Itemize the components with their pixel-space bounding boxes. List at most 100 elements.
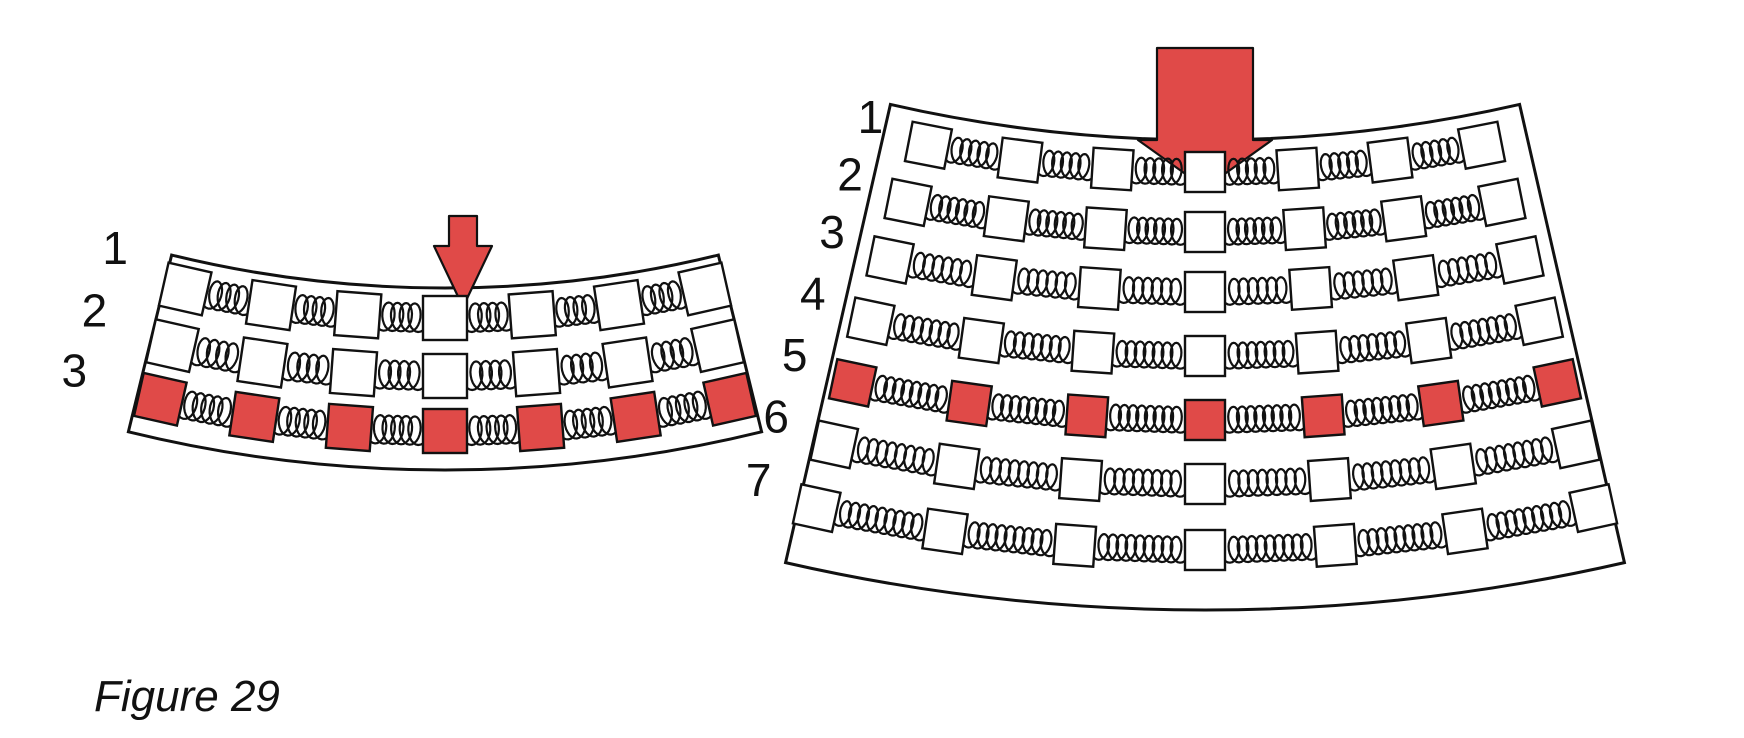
block-highlighted: [515, 402, 566, 453]
row-label-2: 2: [837, 148, 863, 200]
block: [1568, 482, 1619, 534]
block: [970, 253, 1019, 302]
block: [1476, 177, 1527, 228]
block-highlighted: [945, 379, 994, 428]
spring-coil: [554, 404, 621, 441]
spring-coil: [1113, 275, 1192, 306]
block-row-2: [144, 317, 746, 400]
block: [1494, 234, 1545, 285]
spring-coil: [199, 278, 258, 317]
block: [677, 261, 733, 317]
spring-coil: [1428, 250, 1507, 289]
block-row-2: [883, 177, 1527, 254]
block: [932, 442, 981, 491]
spring-coil: [830, 498, 933, 542]
block-highlighted: [1416, 379, 1465, 428]
block-highlighted: [609, 390, 663, 444]
spring-coil: [1094, 467, 1192, 498]
block: [1183, 462, 1227, 506]
spring-coil: [632, 278, 691, 317]
block: [511, 347, 562, 398]
block-highlighted: [324, 402, 375, 453]
spring-coil: [364, 413, 431, 447]
block: [1183, 270, 1227, 314]
spring-coil: [368, 358, 431, 392]
block: [601, 336, 654, 389]
block: [1183, 210, 1227, 254]
block: [1456, 120, 1507, 171]
spring-coil: [884, 311, 969, 351]
block-row-1: [157, 261, 733, 342]
spring-coil: [1019, 207, 1093, 241]
panel-beam-3-layer: 1 2 3: [62, 214, 764, 472]
spring-coil: [1466, 434, 1563, 477]
spring-coil: [1218, 532, 1322, 564]
block: [236, 336, 289, 389]
block: [1082, 206, 1128, 252]
block: [1391, 253, 1440, 302]
block-row-3: [132, 371, 758, 455]
block-highlighted: [701, 371, 758, 428]
block: [1379, 194, 1428, 243]
spring-coil: [1218, 156, 1285, 186]
block: [921, 507, 970, 556]
block: [1076, 265, 1122, 312]
row-label-3: 3: [62, 344, 88, 396]
block: [332, 289, 383, 340]
block-row-4: [845, 296, 1565, 378]
block: [1514, 296, 1565, 347]
block: [592, 278, 646, 332]
spring-coil: [1453, 373, 1544, 414]
block: [791, 482, 842, 534]
spring-coil: [1218, 216, 1291, 246]
spring-coil: [1033, 148, 1100, 182]
spring-coil: [1218, 467, 1316, 498]
block: [244, 278, 298, 332]
row-label-4: 4: [800, 267, 826, 319]
spring-coil: [941, 135, 1008, 171]
spring-coil: [982, 392, 1074, 428]
spring-coil: [1336, 392, 1428, 428]
spring-coil: [1348, 520, 1452, 558]
spring-coil: [1317, 207, 1391, 241]
row-label-1: 1: [102, 222, 128, 274]
row-label-2: 2: [82, 285, 108, 337]
block-highlighted: [827, 357, 878, 409]
spring-coil: [958, 520, 1062, 558]
block-row-5: [827, 357, 1583, 442]
block: [1070, 329, 1116, 375]
row-label-3: 3: [819, 206, 845, 258]
spring-coil: [277, 350, 339, 386]
spring-coil: [174, 389, 241, 428]
block: [1306, 456, 1353, 503]
block: [1275, 146, 1321, 192]
spring-coil: [285, 293, 344, 328]
spring-coil: [459, 301, 518, 334]
block: [883, 177, 934, 228]
block: [157, 261, 213, 317]
down-arrow-icon: [432, 214, 494, 309]
spring-coil: [649, 389, 716, 428]
spring-coil: [994, 329, 1080, 365]
spring-coil: [1119, 216, 1192, 246]
row-label-6: 6: [763, 390, 789, 442]
block: [1312, 522, 1358, 568]
block: [1183, 334, 1227, 378]
spring-coil: [970, 455, 1068, 492]
spring-coil: [1218, 339, 1304, 370]
row-label-1: 1: [858, 91, 884, 143]
block: [957, 316, 1006, 365]
spring-coil: [1106, 339, 1192, 370]
spring-coil: [921, 192, 994, 230]
block: [1282, 206, 1328, 252]
spring-coil: [1323, 266, 1403, 301]
spring-coil: [546, 293, 605, 328]
panel-beam-7-layer: 12 3 4 5 6 7: [746, 46, 1627, 612]
block: [421, 352, 469, 400]
spring-coil: [903, 250, 982, 289]
block: [865, 234, 916, 285]
spring-coil: [1007, 266, 1087, 301]
block: [1183, 528, 1227, 572]
spring-coil: [1218, 275, 1297, 306]
